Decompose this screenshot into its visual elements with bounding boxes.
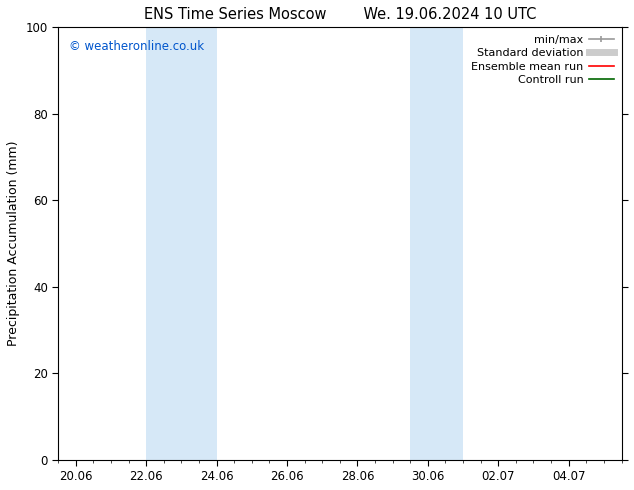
Text: © weatheronline.co.uk: © weatheronline.co.uk: [70, 40, 205, 53]
Title: ENS Time Series Moscow        We. 19.06.2024 10 UTC: ENS Time Series Moscow We. 19.06.2024 10…: [144, 7, 536, 22]
Bar: [410, 27, 463, 460]
Bar: [146, 27, 217, 460]
Legend: min/max, Standard deviation, Ensemble mean run, Controll run: min/max, Standard deviation, Ensemble me…: [467, 30, 618, 90]
Y-axis label: Precipitation Accumulation (mm): Precipitation Accumulation (mm): [7, 141, 20, 346]
